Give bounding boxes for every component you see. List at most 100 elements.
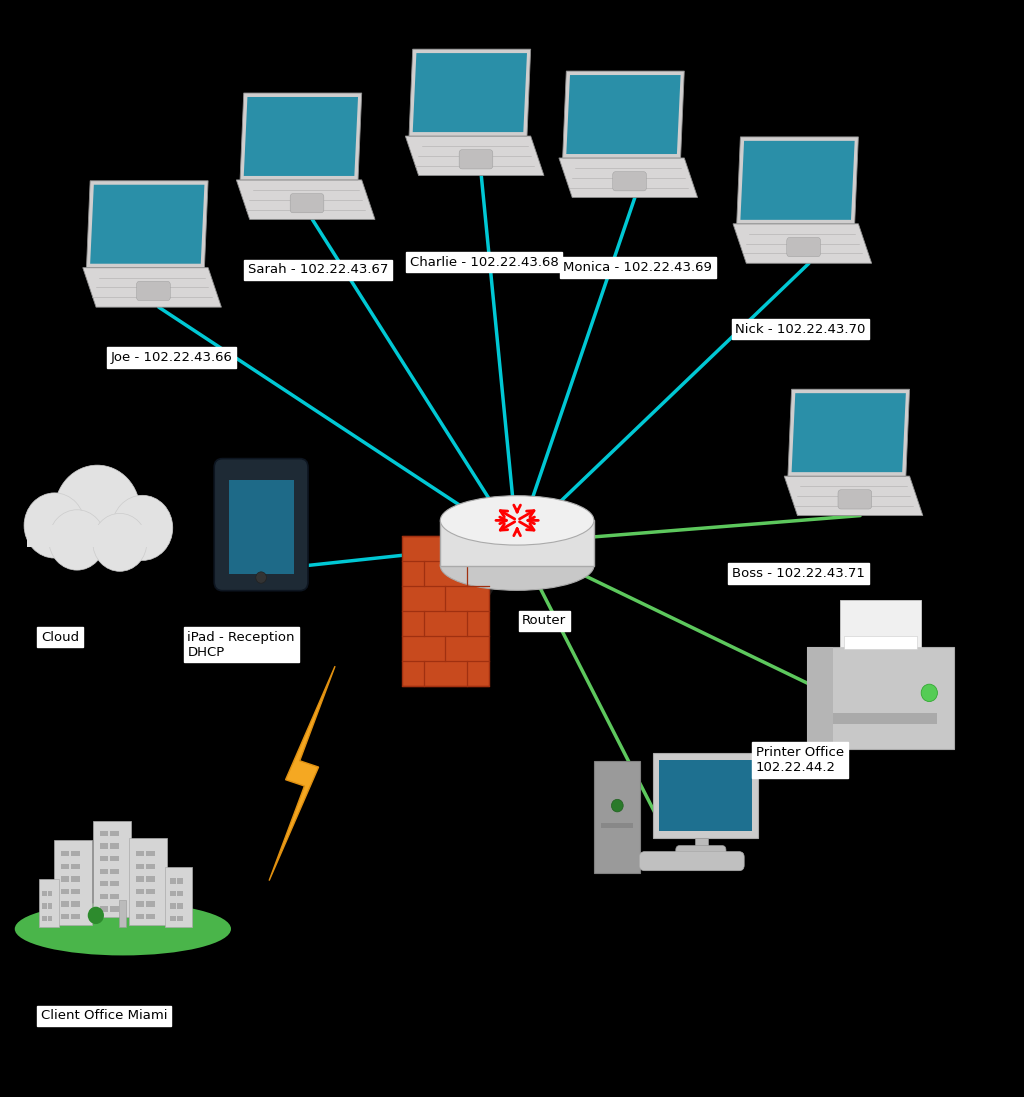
FancyBboxPatch shape — [402, 536, 488, 686]
FancyBboxPatch shape — [290, 193, 324, 213]
FancyBboxPatch shape — [170, 916, 176, 921]
FancyBboxPatch shape — [165, 867, 193, 927]
FancyBboxPatch shape — [838, 489, 871, 509]
Text: Charlie - 102.22.43.68: Charlie - 102.22.43.68 — [410, 256, 558, 269]
FancyBboxPatch shape — [177, 879, 183, 883]
FancyBboxPatch shape — [844, 636, 918, 648]
FancyBboxPatch shape — [42, 891, 47, 896]
FancyBboxPatch shape — [72, 889, 80, 894]
FancyBboxPatch shape — [42, 916, 47, 921]
Text: Cloud: Cloud — [41, 631, 79, 644]
Circle shape — [49, 510, 105, 570]
FancyBboxPatch shape — [146, 902, 155, 907]
Circle shape — [922, 685, 937, 702]
FancyBboxPatch shape — [459, 149, 493, 169]
FancyBboxPatch shape — [60, 851, 70, 857]
FancyBboxPatch shape — [840, 600, 922, 646]
FancyBboxPatch shape — [440, 520, 594, 566]
FancyBboxPatch shape — [135, 863, 144, 869]
Text: Router: Router — [522, 614, 566, 627]
Text: Monica - 102.22.43.69: Monica - 102.22.43.69 — [563, 261, 712, 274]
Text: iPad - Reception
DHCP: iPad - Reception DHCP — [187, 631, 295, 659]
Polygon shape — [240, 93, 361, 180]
Polygon shape — [736, 137, 858, 224]
Text: Boss - 102.22.43.71: Boss - 102.22.43.71 — [732, 567, 865, 580]
Polygon shape — [740, 140, 855, 219]
Polygon shape — [787, 389, 909, 476]
FancyBboxPatch shape — [111, 869, 119, 874]
FancyBboxPatch shape — [146, 863, 155, 869]
FancyBboxPatch shape — [653, 753, 758, 838]
FancyBboxPatch shape — [695, 838, 708, 851]
FancyBboxPatch shape — [42, 903, 47, 908]
Polygon shape — [90, 184, 205, 263]
FancyBboxPatch shape — [170, 879, 176, 883]
FancyBboxPatch shape — [72, 851, 80, 857]
Polygon shape — [86, 181, 208, 268]
FancyBboxPatch shape — [177, 916, 183, 921]
FancyBboxPatch shape — [807, 646, 834, 749]
FancyBboxPatch shape — [146, 877, 155, 882]
FancyBboxPatch shape — [99, 881, 108, 886]
Text: Sarah - 102.22.43.67: Sarah - 102.22.43.67 — [248, 263, 388, 276]
FancyBboxPatch shape — [135, 914, 144, 919]
FancyBboxPatch shape — [601, 823, 634, 828]
Circle shape — [93, 513, 146, 572]
FancyBboxPatch shape — [146, 889, 155, 894]
Polygon shape — [562, 71, 684, 158]
FancyBboxPatch shape — [60, 914, 70, 919]
FancyBboxPatch shape — [48, 916, 52, 921]
FancyBboxPatch shape — [111, 856, 119, 861]
Polygon shape — [83, 268, 221, 307]
FancyBboxPatch shape — [54, 840, 92, 925]
FancyBboxPatch shape — [228, 480, 294, 574]
FancyBboxPatch shape — [594, 760, 640, 873]
Text: Printer Office
102.22.44.2: Printer Office 102.22.44.2 — [756, 746, 844, 774]
Circle shape — [24, 493, 85, 558]
FancyBboxPatch shape — [60, 863, 70, 869]
FancyBboxPatch shape — [28, 525, 167, 547]
Text: Joe - 102.22.43.66: Joe - 102.22.43.66 — [111, 351, 232, 364]
FancyBboxPatch shape — [136, 281, 170, 301]
FancyBboxPatch shape — [99, 844, 108, 849]
FancyBboxPatch shape — [39, 879, 59, 927]
FancyBboxPatch shape — [72, 863, 80, 869]
FancyBboxPatch shape — [786, 237, 820, 257]
FancyBboxPatch shape — [824, 713, 937, 724]
FancyBboxPatch shape — [99, 856, 108, 861]
FancyBboxPatch shape — [135, 851, 144, 857]
FancyBboxPatch shape — [99, 894, 108, 898]
FancyBboxPatch shape — [72, 914, 80, 919]
FancyBboxPatch shape — [60, 889, 70, 894]
FancyBboxPatch shape — [807, 646, 954, 749]
FancyBboxPatch shape — [119, 900, 127, 927]
Polygon shape — [409, 49, 530, 136]
FancyBboxPatch shape — [177, 891, 183, 896]
FancyBboxPatch shape — [177, 903, 183, 908]
Polygon shape — [566, 75, 681, 154]
FancyBboxPatch shape — [146, 851, 155, 857]
FancyBboxPatch shape — [135, 902, 144, 907]
FancyBboxPatch shape — [99, 869, 108, 874]
FancyBboxPatch shape — [48, 891, 52, 896]
Circle shape — [256, 572, 266, 584]
FancyBboxPatch shape — [111, 844, 119, 849]
FancyBboxPatch shape — [214, 459, 308, 590]
FancyBboxPatch shape — [170, 903, 176, 908]
FancyBboxPatch shape — [111, 894, 119, 898]
FancyBboxPatch shape — [72, 902, 80, 907]
Circle shape — [611, 800, 624, 812]
FancyBboxPatch shape — [676, 846, 726, 860]
FancyBboxPatch shape — [99, 830, 108, 836]
FancyBboxPatch shape — [111, 906, 119, 912]
FancyBboxPatch shape — [659, 760, 752, 830]
FancyBboxPatch shape — [48, 903, 52, 908]
Polygon shape — [792, 393, 906, 472]
Circle shape — [88, 907, 104, 924]
FancyBboxPatch shape — [129, 838, 167, 925]
FancyBboxPatch shape — [60, 877, 70, 882]
FancyBboxPatch shape — [146, 914, 155, 919]
FancyBboxPatch shape — [612, 171, 646, 191]
FancyBboxPatch shape — [135, 877, 144, 882]
Polygon shape — [237, 180, 375, 219]
